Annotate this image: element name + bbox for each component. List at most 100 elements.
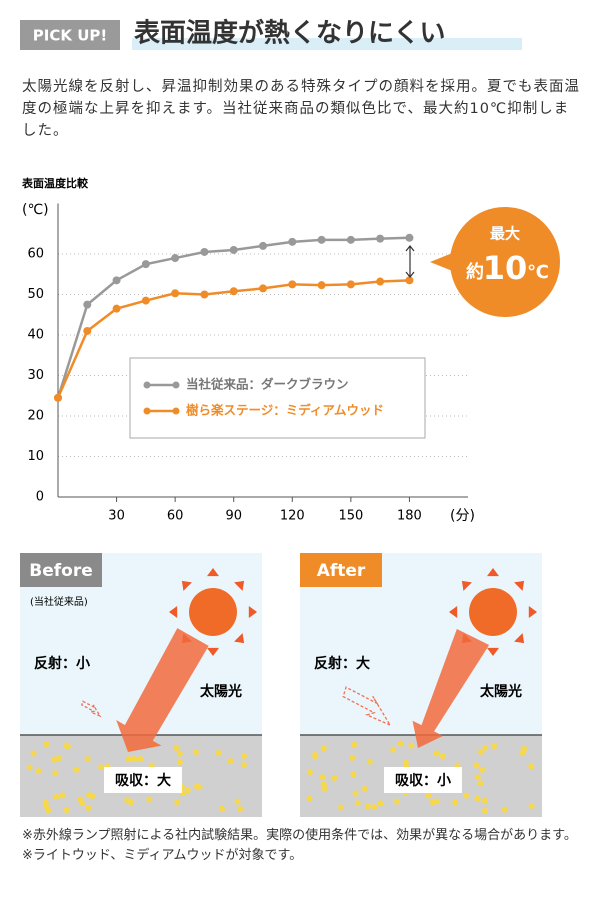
particle: [361, 785, 368, 792]
sun-ray: [207, 647, 219, 656]
y-tick-label: 30: [27, 368, 44, 383]
y-tick-label: 50: [27, 287, 44, 302]
x-axis-label: (分): [450, 508, 475, 524]
x-tick-label: 60: [167, 509, 184, 524]
badge: PICK UP!: [33, 27, 107, 45]
particle: [397, 740, 404, 747]
particle: [84, 756, 91, 763]
difference-arrow: [405, 245, 415, 278]
sun: [469, 588, 517, 636]
sun-ray: [234, 633, 245, 644]
reflect-arrow: [81, 700, 102, 718]
absorb-box: [104, 767, 182, 793]
sun: [189, 588, 237, 636]
point: [112, 276, 121, 285]
particle: [366, 758, 373, 765]
bubble-unit: ℃: [527, 262, 549, 283]
particle: [43, 741, 50, 748]
particle: [321, 785, 328, 792]
particle: [354, 800, 361, 807]
point: [259, 284, 267, 293]
y-tick-label: 0: [36, 490, 44, 505]
absorb-label: 吸収：小: [395, 772, 451, 789]
intro: 太陽光線を反射し、昇温抑制効果のある特殊タイプの顔料を採用。夏でも表面温度の極端…: [22, 79, 580, 139]
sun-ray: [449, 606, 458, 618]
legend-dot: [172, 381, 180, 389]
sun-ray: [528, 606, 537, 618]
particle: [377, 800, 384, 807]
tab-label: After: [317, 561, 366, 581]
particle: [45, 807, 52, 814]
particle: [234, 798, 241, 805]
particle: [306, 795, 313, 802]
point: [317, 281, 326, 290]
point: [376, 234, 385, 243]
bubble-number: 10: [483, 249, 528, 287]
particle: [482, 744, 489, 751]
legend-label: 当社従来品：ダークブラウン: [186, 377, 349, 392]
point: [405, 276, 414, 285]
particle: [320, 780, 327, 787]
sun-ray: [461, 580, 472, 591]
particle: [478, 748, 485, 755]
tab: [20, 553, 102, 587]
x-tick-label: 120: [280, 509, 305, 524]
particle: [55, 755, 62, 762]
point: [259, 241, 267, 250]
particle: [452, 799, 459, 806]
particle: [237, 805, 244, 812]
bubble-top: 最大: [490, 225, 520, 243]
particle: [30, 750, 37, 757]
particle: [528, 802, 535, 809]
point: [229, 245, 238, 254]
sun-ray: [514, 633, 525, 644]
point: [112, 304, 121, 313]
point: [200, 247, 209, 256]
particle: [463, 792, 470, 799]
bubble: [450, 207, 560, 317]
particle: [402, 759, 409, 766]
sun-label: 太陽光: [480, 683, 522, 700]
x-tick-label: 150: [338, 509, 363, 524]
point: [229, 287, 238, 296]
legend-dot: [172, 407, 180, 415]
particle: [137, 755, 144, 762]
point: [54, 393, 62, 402]
panel-sub: (当社従来品): [30, 595, 88, 608]
absorb-label: 吸収：大: [115, 772, 171, 789]
badge-bg: [20, 20, 120, 50]
sun-ray: [181, 580, 192, 591]
legend-dot: [143, 407, 151, 415]
y-tick-label: 60: [27, 247, 44, 262]
y-tick-label: 20: [27, 409, 44, 424]
particle: [131, 756, 138, 763]
point: [141, 260, 150, 269]
sun-ray: [169, 606, 178, 618]
particle: [86, 792, 93, 799]
particle: [501, 806, 508, 813]
particle: [394, 798, 401, 805]
sun-arrow: [412, 629, 490, 748]
particle: [338, 804, 345, 811]
particle: [148, 762, 155, 769]
particle: [408, 742, 415, 749]
particle: [473, 762, 480, 769]
notes: ※赤外線ランプ照射による社内試験結果。実際の使用条件では、効果が異なる場合があり…: [22, 826, 587, 866]
particle: [125, 755, 132, 762]
particle: [320, 745, 327, 752]
sun-ray: [487, 647, 499, 656]
title-highlight: [132, 38, 522, 50]
legend-label: 樹ら楽ステージ：ミディアムウッド: [186, 403, 384, 418]
particle: [128, 799, 135, 806]
x-tick-label: 90: [225, 509, 242, 524]
point: [83, 300, 92, 309]
particle: [176, 759, 183, 766]
particle: [173, 745, 180, 752]
sun-ray: [207, 568, 219, 577]
point: [346, 280, 355, 289]
particle: [350, 771, 357, 778]
bubble-prefix: 約: [466, 261, 484, 283]
particle: [240, 762, 247, 769]
particle: [390, 746, 397, 753]
